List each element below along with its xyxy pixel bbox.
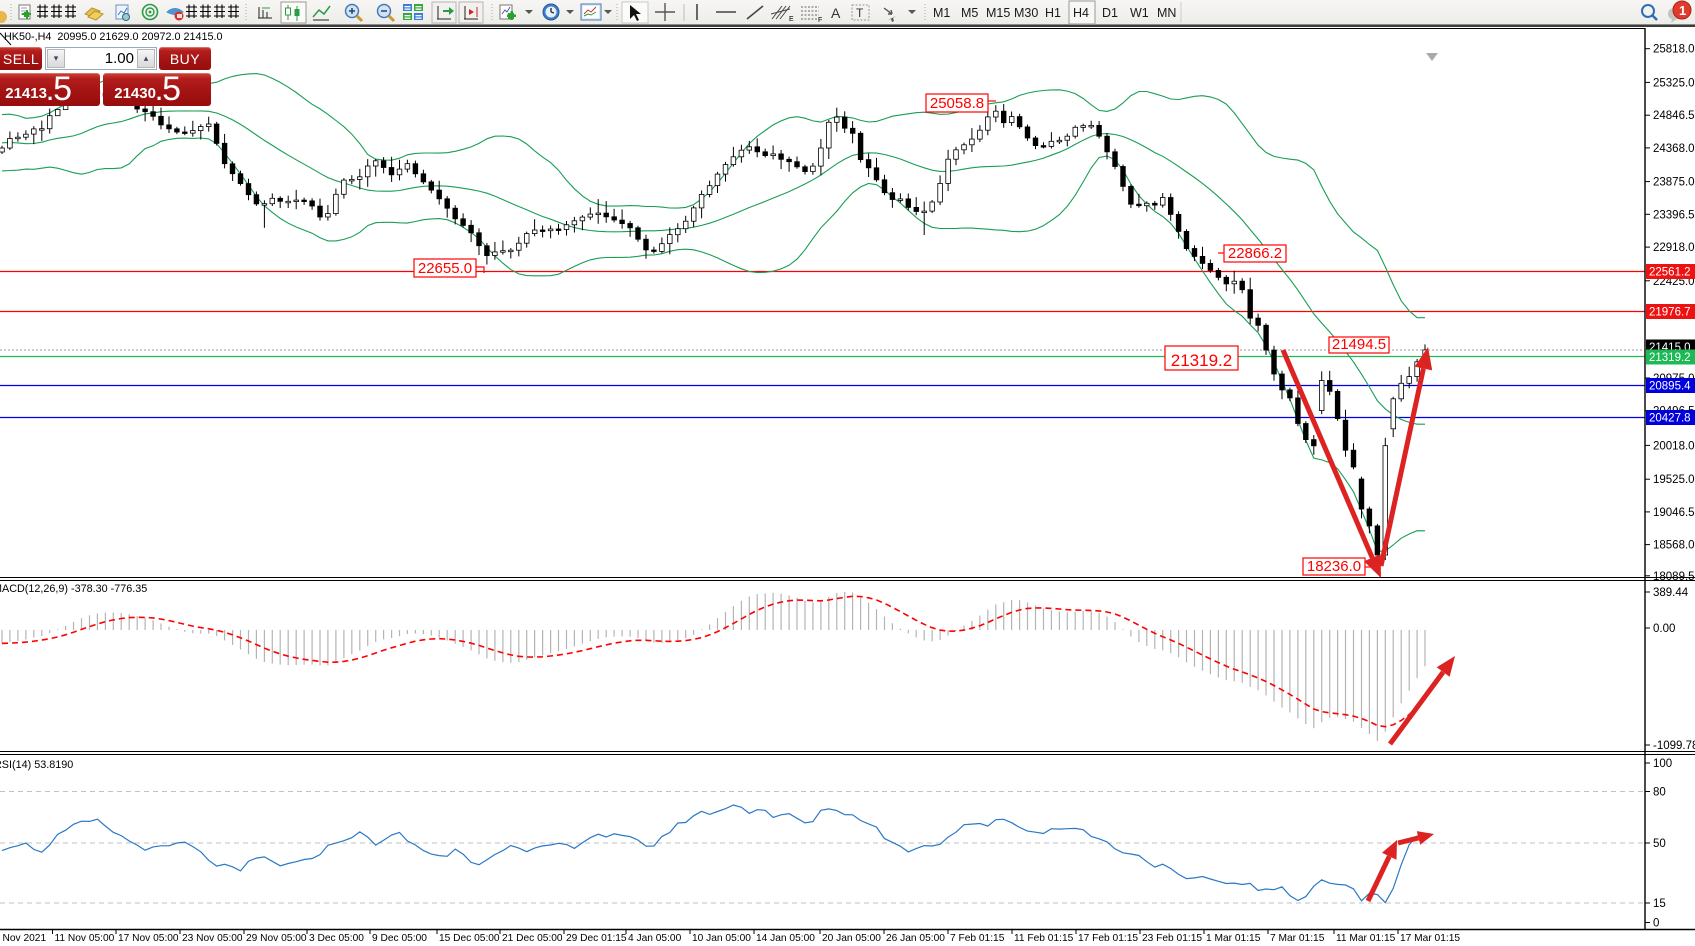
svg-text:10 Jan 05:00: 10 Jan 05:00 xyxy=(692,933,751,944)
svg-text:26 Jan 05:00: 26 Jan 05:00 xyxy=(886,933,945,944)
svg-text:100: 100 xyxy=(1653,758,1672,770)
svg-text:29 Nov 05:00: 29 Nov 05:00 xyxy=(246,933,307,944)
svg-text:17 Nov 05:00: 17 Nov 05:00 xyxy=(118,933,179,944)
svg-text:19525.0: 19525.0 xyxy=(1653,474,1695,486)
svg-text:22866.2: 22866.2 xyxy=(1228,245,1282,262)
svg-text:1 Mar 01:15: 1 Mar 01:15 xyxy=(1206,933,1261,944)
svg-text:E: E xyxy=(789,16,794,23)
svg-text:11 Nov 05:00: 11 Nov 05:00 xyxy=(55,933,115,944)
svg-text:17 Feb 01:15: 17 Feb 01:15 xyxy=(1078,933,1138,944)
svg-text:F: F xyxy=(818,17,822,24)
svg-text:HK50-,H4 20995.0 21629.0 2097: HK50-,H4 20995.0 21629.0 20972.0 21415.0 xyxy=(4,31,223,43)
svg-text:18236.0: 18236.0 xyxy=(1307,558,1361,575)
svg-text:0.00: 0.00 xyxy=(1653,623,1675,635)
svg-text:25818.0: 25818.0 xyxy=(1653,44,1695,56)
svg-text:21976.7: 21976.7 xyxy=(1649,307,1691,319)
svg-text:9 Dec 05:00: 9 Dec 05:00 xyxy=(372,933,427,944)
svg-text:3 Dec 05:00: 3 Dec 05:00 xyxy=(309,933,364,944)
svg-text:389.44: 389.44 xyxy=(1653,587,1689,599)
svg-text:D1: D1 xyxy=(1102,6,1118,20)
svg-text:18568.0: 18568.0 xyxy=(1653,540,1695,552)
svg-text:-1099.78: -1099.78 xyxy=(1653,740,1695,752)
svg-text:22655.0: 22655.0 xyxy=(418,260,472,277)
svg-text:4 Jan 05:00: 4 Jan 05:00 xyxy=(628,933,682,944)
svg-text:22918.0: 22918.0 xyxy=(1653,242,1695,254)
svg-text:15 Dec 05:00: 15 Dec 05:00 xyxy=(439,933,500,944)
svg-text:H4: H4 xyxy=(1073,6,1089,20)
svg-text:MN: MN xyxy=(1157,6,1176,20)
svg-text:23396.5: 23396.5 xyxy=(1653,209,1695,221)
svg-text:21494.5: 21494.5 xyxy=(1332,336,1386,353)
svg-text:20 Jan 05:00: 20 Jan 05:00 xyxy=(822,933,881,944)
svg-text:22561.2: 22561.2 xyxy=(1649,267,1691,279)
svg-text:23 Feb 01:15: 23 Feb 01:15 xyxy=(1142,933,1202,944)
svg-text:M5: M5 xyxy=(961,6,978,20)
svg-text:50: 50 xyxy=(1653,838,1666,850)
svg-text:7 Feb 01:15: 7 Feb 01:15 xyxy=(950,933,1005,944)
svg-text:18089.5: 18089.5 xyxy=(1653,571,1695,583)
svg-text:W1: W1 xyxy=(1130,6,1149,20)
svg-text:MACD(12,26,9) -378.30 -776.35: MACD(12,26,9) -378.30 -776.35 xyxy=(0,583,147,595)
svg-text:17 Mar 01:15: 17 Mar 01:15 xyxy=(1400,933,1460,944)
svg-text:29 Dec 01:15: 29 Dec 01:15 xyxy=(566,933,627,944)
svg-text:0: 0 xyxy=(1653,918,1659,930)
svg-text:M1: M1 xyxy=(933,6,950,20)
svg-text:15: 15 xyxy=(1653,898,1666,910)
svg-text:25325.0: 25325.0 xyxy=(1653,77,1695,89)
svg-text:4 Nov 2021: 4 Nov 2021 xyxy=(0,933,46,944)
svg-text:23 Nov 05:00: 23 Nov 05:00 xyxy=(182,933,243,944)
svg-text:80: 80 xyxy=(1653,787,1666,799)
svg-text:21 Dec 05:00: 21 Dec 05:00 xyxy=(502,933,563,944)
svg-text:23875.0: 23875.0 xyxy=(1653,177,1695,189)
svg-text:19046.5: 19046.5 xyxy=(1653,507,1695,519)
svg-text:H1: H1 xyxy=(1045,6,1061,20)
svg-text:1: 1 xyxy=(1679,3,1686,18)
svg-text:24846.5: 24846.5 xyxy=(1653,110,1695,122)
svg-text:RSI(14) 53.8190: RSI(14) 53.8190 xyxy=(0,759,73,771)
svg-text:21319.2: 21319.2 xyxy=(1171,351,1232,370)
svg-text:20427.8: 20427.8 xyxy=(1649,413,1691,425)
svg-text:M15: M15 xyxy=(986,6,1010,20)
svg-text:24368.0: 24368.0 xyxy=(1653,143,1695,155)
svg-text:A: A xyxy=(831,5,841,21)
svg-text:20895.4: 20895.4 xyxy=(1649,381,1691,393)
svg-text:25058.8: 25058.8 xyxy=(930,95,984,112)
svg-text:11 Mar 01:15: 11 Mar 01:15 xyxy=(1336,933,1396,944)
svg-text:T: T xyxy=(856,6,864,20)
svg-text:M30: M30 xyxy=(1014,6,1038,20)
svg-text:14 Jan 05:00: 14 Jan 05:00 xyxy=(756,933,815,944)
svg-text:7 Mar 01:15: 7 Mar 01:15 xyxy=(1270,933,1325,944)
svg-text:20018.0: 20018.0 xyxy=(1653,440,1695,452)
svg-text:11 Feb 01:15: 11 Feb 01:15 xyxy=(1014,933,1074,944)
svg-text:21319.2: 21319.2 xyxy=(1649,352,1691,364)
